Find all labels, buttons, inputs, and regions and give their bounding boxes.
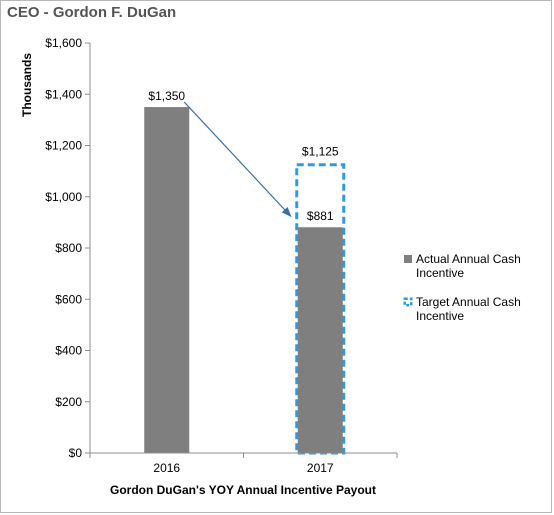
- y-axis-label: Thousands: [20, 53, 34, 117]
- x-tick-label: 2016: [153, 461, 180, 475]
- page-title: CEO - Gordon F. DuGan: [7, 4, 177, 21]
- y-tick-label: $200: [55, 395, 82, 409]
- actual-bar-2017: [297, 227, 343, 453]
- trend-arrow: [183, 101, 292, 217]
- legend-swatch-target: [403, 297, 413, 307]
- legend-swatch-actual: [404, 255, 412, 263]
- x-tick-label: 2017: [307, 461, 334, 475]
- y-tick-label: $1,200: [45, 139, 82, 153]
- y-tick-label: $1,600: [45, 36, 82, 50]
- y-tick-label: $400: [55, 344, 82, 358]
- legend-label-target: Target Annual Cash Incentive: [416, 295, 521, 323]
- actual-data-label: $1,350: [148, 89, 185, 103]
- y-tick-label: $600: [55, 292, 82, 306]
- y-tick-label: $800: [55, 241, 82, 255]
- actual-bar-2016: [144, 107, 190, 453]
- legend-label-actual: Actual Annual Cash Incentive: [416, 252, 521, 280]
- y-tick-label: $1,000: [45, 190, 82, 204]
- target-data-label: $1,125: [302, 145, 339, 159]
- y-tick-label: $1,400: [45, 87, 82, 101]
- x-axis-label: Gordon DuGan's YOY Annual Incentive Payo…: [110, 483, 376, 497]
- y-tick-label: $0: [69, 446, 83, 460]
- actual-data-label: $881: [307, 209, 334, 223]
- legend: Actual Annual Cash Incentive Target Annual…: [403, 252, 521, 323]
